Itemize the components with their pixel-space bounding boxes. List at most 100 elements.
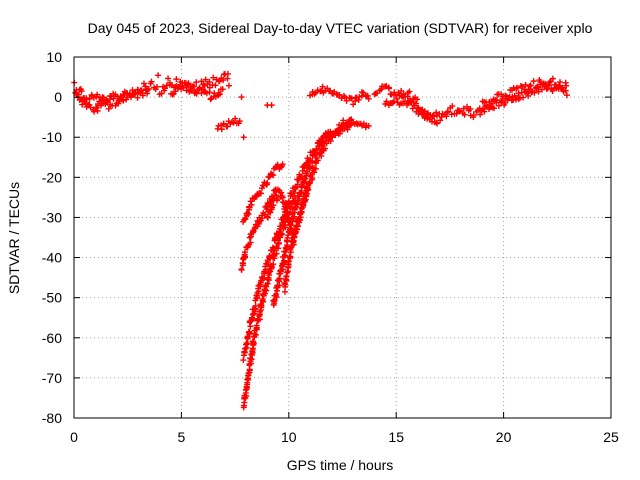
data-point-marker (544, 85, 551, 92)
data-point-marker (433, 119, 440, 126)
data-point-marker (444, 108, 451, 115)
data-point-marker (94, 107, 101, 114)
data-point-marker (470, 112, 477, 119)
data-point-marker (273, 192, 280, 199)
series-band-5-7h-lower (168, 79, 226, 103)
data-point-marker (461, 111, 468, 118)
x-tick-label: 10 (281, 429, 297, 445)
data-point-marker (216, 91, 223, 98)
data-point-marker (364, 92, 371, 99)
data-point-marker (230, 119, 237, 126)
data-point-marker (318, 152, 325, 159)
data-point-marker (467, 105, 474, 112)
data-point-marker (241, 249, 248, 256)
data-point-marker (253, 324, 260, 331)
y-tick-label: -70 (42, 370, 62, 386)
data-point-marker (493, 97, 500, 104)
data-point-marker (248, 201, 255, 208)
x-tick-label: 15 (388, 429, 404, 445)
data-point-marker (499, 95, 506, 102)
data-point-marker (534, 83, 541, 90)
data-point-marker (406, 88, 413, 95)
data-point-marker (140, 80, 147, 87)
data-point-marker (81, 97, 88, 104)
data-point-marker (264, 213, 271, 220)
data-point-marker (225, 82, 232, 89)
data-point-marker (520, 94, 527, 101)
data-point-marker (247, 198, 254, 205)
data-point-marker (165, 75, 172, 82)
data-point-marker (539, 86, 546, 93)
data-point-marker (206, 89, 213, 96)
data-point-marker (188, 87, 195, 94)
data-point-marker (282, 201, 289, 208)
data-point-marker (250, 228, 257, 235)
data-point-marker (311, 90, 318, 97)
data-point-marker (282, 281, 289, 288)
data-point-marker (238, 266, 245, 273)
data-point-marker (350, 101, 357, 108)
data-point-marker (110, 95, 117, 102)
y-tick-label: -10 (42, 129, 62, 145)
data-point-marker (240, 404, 247, 411)
data-point-marker (247, 239, 254, 246)
data-point-marker (321, 145, 328, 152)
data-point-marker (434, 120, 441, 127)
data-point-marker (262, 266, 269, 273)
y-axis-label: SDTVAR / TECUs (6, 182, 22, 294)
data-point-marker (365, 95, 372, 102)
data-point-marker (431, 113, 438, 120)
data-point-marker (268, 264, 275, 271)
data-point-marker (502, 99, 509, 106)
chart-title: Day 045 of 2023, Sidereal Day-to-day VTE… (88, 20, 593, 36)
y-tick-label: -80 (42, 410, 62, 426)
data-point-marker (292, 230, 299, 237)
data-point-marker (155, 72, 162, 79)
data-point-marker (386, 85, 393, 92)
y-tick-label: 10 (46, 49, 62, 65)
data-point-marker (137, 88, 144, 95)
data-points-layer (71, 70, 570, 411)
data-point-marker (219, 86, 226, 93)
data-point-marker (250, 339, 257, 346)
data-point-marker (206, 78, 213, 85)
data-point-marker (193, 79, 200, 86)
data-point-marker (400, 94, 407, 101)
data-point-marker (343, 97, 350, 104)
data-point-marker (270, 172, 277, 179)
data-point-marker (212, 82, 219, 89)
data-point-marker (105, 105, 112, 112)
x-tick-label: 0 (70, 429, 78, 445)
data-point-marker (274, 287, 281, 294)
data-point-marker (312, 165, 319, 172)
data-point-marker (120, 97, 127, 104)
data-point-marker (562, 87, 569, 94)
data-point-marker (202, 76, 209, 83)
data-point-marker (285, 258, 292, 265)
data-point-marker (128, 94, 135, 101)
data-point-marker (414, 96, 421, 103)
x-axis-label: GPS time / hours (287, 457, 394, 473)
data-point-marker (142, 86, 149, 93)
data-point-marker (258, 185, 265, 192)
data-point-marker (246, 234, 253, 241)
series-segment-7h (214, 115, 243, 133)
series-band-14-17h-lower (382, 94, 441, 127)
data-point-marker (249, 311, 256, 318)
series-band-19-23h-lower (479, 81, 570, 113)
data-point-marker (314, 157, 321, 164)
data-point-marker (270, 202, 277, 209)
data-point-marker (481, 105, 488, 112)
data-point-marker (255, 288, 262, 295)
data-point-marker (317, 149, 324, 156)
data-point-marker (86, 101, 93, 108)
data-point-marker (329, 134, 336, 141)
data-point-marker (526, 83, 533, 90)
data-point-marker (304, 190, 311, 197)
data-point-marker (94, 91, 101, 98)
data-point-marker (268, 171, 275, 178)
series-segment-12-14h (332, 116, 372, 139)
data-point-marker (455, 107, 462, 114)
data-point-marker (272, 292, 279, 299)
data-point-marker (148, 78, 155, 85)
